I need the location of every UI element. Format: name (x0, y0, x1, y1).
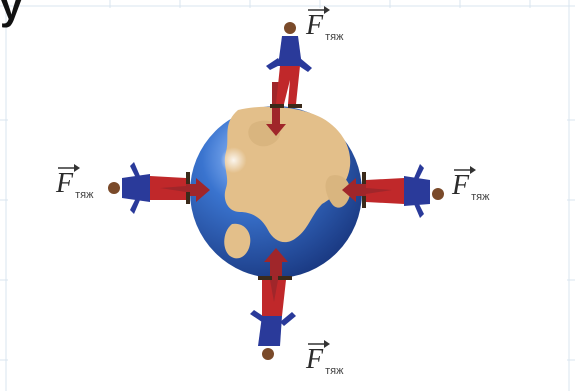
person-left (108, 162, 190, 214)
continent-south (224, 223, 251, 259)
vector-arrow-icon (58, 164, 80, 172)
title-fragment: y (0, 0, 23, 28)
continent-east (325, 175, 351, 208)
force-subscript: тяж (325, 365, 344, 377)
force-subscript: тяж (75, 189, 94, 201)
vector-arrow-icon (454, 166, 476, 174)
person-top (266, 22, 312, 108)
vector-arrow-icon (308, 340, 330, 348)
person-bottom (250, 276, 296, 360)
force-subscript: тяж (471, 191, 490, 203)
force-letter: F (56, 168, 74, 199)
person-right (362, 164, 444, 218)
arrow-down-top (266, 82, 286, 136)
force-letter: F (452, 170, 470, 201)
force-letter: F (306, 10, 324, 41)
force-letter: F (306, 344, 324, 375)
force-subscript: тяж (325, 31, 344, 43)
vector-arrow-icon (308, 6, 330, 14)
earth-globe (190, 106, 362, 278)
